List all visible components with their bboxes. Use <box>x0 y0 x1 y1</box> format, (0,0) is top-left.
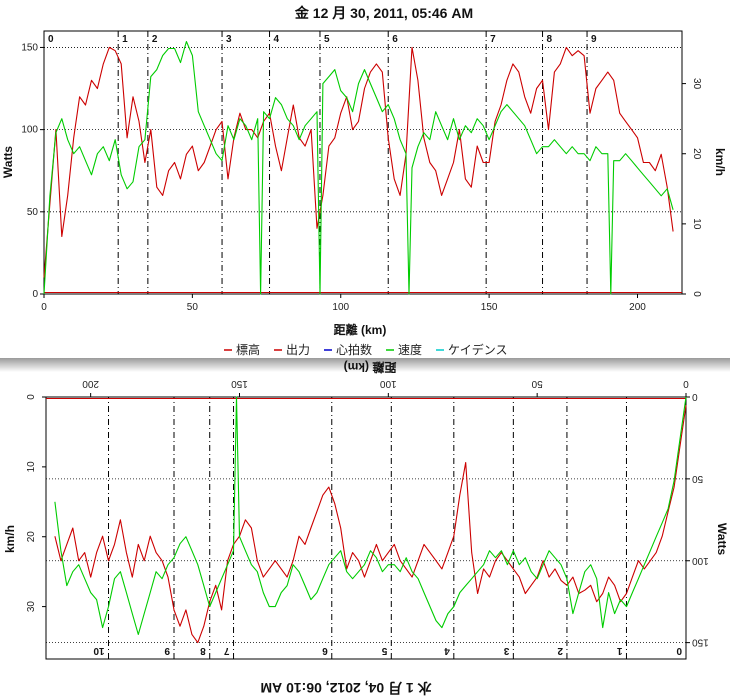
chart-title: 水 1 月 04, 2012, 06:10 AM <box>260 680 431 696</box>
y-tick-label-right: 20 <box>691 148 702 160</box>
lap-label: 4 <box>274 34 280 45</box>
lap-label: 5 <box>381 645 387 656</box>
lap-label: 7 <box>490 34 496 45</box>
x-tick-label: 200 <box>82 378 99 389</box>
y-tick-label-left: 0 <box>32 289 38 300</box>
y-tick-label-right: 30 <box>691 78 702 90</box>
x-tick-label: 100 <box>332 302 349 313</box>
lap-label: 4 <box>444 645 450 656</box>
y-axis-label-left: Watts <box>715 523 729 556</box>
x-tick-label: 0 <box>41 302 47 313</box>
lap-label: 3 <box>226 34 232 45</box>
legend-item: 出力 <box>286 343 310 357</box>
x-tick-label: 200 <box>629 302 646 313</box>
lap-label: 6 <box>392 34 398 45</box>
y-tick-label-left: 150 <box>692 637 709 648</box>
lap-label: 10 <box>93 645 105 656</box>
y-tick-label-left: 150 <box>21 42 38 53</box>
lap-label: 8 <box>547 34 553 45</box>
chart-title: 金 12 月 30, 2011, 05:46 AM <box>294 5 473 21</box>
x-tick-label: 0 <box>683 378 689 389</box>
x-axis-label: 距離 (km) <box>334 322 387 337</box>
chart-top: 金 12 月 30, 2011, 05:46 AM 05010015001020… <box>1 5 727 357</box>
series-line-power <box>54 405 687 644</box>
y-tick-label-right: 0 <box>691 291 702 297</box>
reflection-shadow <box>0 358 730 372</box>
legend-item: 心拍数 <box>336 342 372 357</box>
x-tick-label: 50 <box>187 302 199 313</box>
y-axis-label-left: Watts <box>1 146 15 179</box>
plot-area: 0 50 100 150 0 10 20 30 0 50 100 150 200 0 1 2 3 4 5 6 7 8 9 10 <box>26 378 709 660</box>
lap-label: 1 <box>616 645 622 656</box>
plot-frame <box>45 396 687 660</box>
series-line-power <box>43 46 674 278</box>
plot-frame <box>43 30 683 295</box>
chart-mirror: 水 1 月 04, 2012, 06:10 AM 050100150010203… <box>3 360 729 696</box>
y-tick-label-right: 20 <box>26 531 37 543</box>
series-line-speed <box>43 40 674 295</box>
y-axis-label-right: km/h <box>713 148 727 176</box>
y-tick-label-left: 0 <box>692 391 698 402</box>
y-tick-label-right: 10 <box>26 461 37 473</box>
y-tick-label-left: 50 <box>692 473 704 484</box>
lap-label: 2 <box>557 645 563 656</box>
x-tick-label: 100 <box>380 378 397 389</box>
y-tick-label-right: 30 <box>26 601 37 613</box>
lap-label: 9 <box>591 34 597 45</box>
legend-item: ケイデンス <box>448 342 508 357</box>
lap-label: 9 <box>164 645 170 656</box>
lap-label: 0 <box>48 34 54 45</box>
y-tick-label-right: 10 <box>691 218 702 230</box>
y-tick-label-left: 100 <box>21 125 38 136</box>
lap-label: 3 <box>503 645 509 656</box>
lap-label: 0 <box>676 645 682 656</box>
x-tick-label: 150 <box>481 302 498 313</box>
lap-label: 8 <box>200 645 206 656</box>
lap-label: 1 <box>122 34 128 45</box>
x-tick-label: 150 <box>231 378 248 389</box>
legend-item: 速度 <box>398 342 422 357</box>
series-line-speed <box>54 396 687 636</box>
y-tick-label-left: 50 <box>27 207 39 218</box>
lap-label: 7 <box>224 645 230 656</box>
lap-label: 5 <box>324 34 330 45</box>
y-axis-label-right: km/h <box>3 525 17 553</box>
x-tick-label: 50 <box>531 378 543 389</box>
legend: 標高 出力 心拍数 速度 ケイデンス <box>224 342 508 357</box>
lap-label: 6 <box>322 645 328 656</box>
legend-item: 標高 <box>236 342 260 357</box>
plot-area: 0 50 100 150 0 10 20 30 0 50 100 150 200 0 1 2 3 4 5 6 7 8 9 <box>21 30 702 313</box>
x-axis-label: 距離 (km) <box>344 360 397 375</box>
lap-label: 2 <box>152 34 158 45</box>
y-tick-label-right: 0 <box>26 394 37 400</box>
y-tick-label-left: 100 <box>692 555 709 566</box>
